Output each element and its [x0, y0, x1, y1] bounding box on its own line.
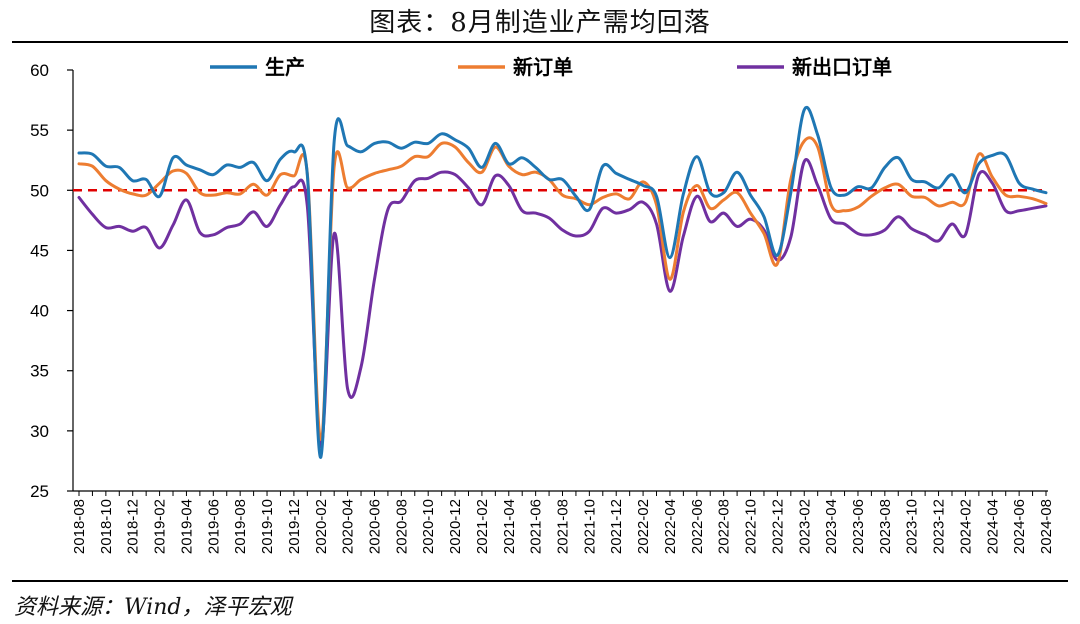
x-tick-label: 2021-08	[555, 499, 572, 554]
series-lines	[77, 105, 1048, 459]
x-tick-label: 2023-12	[931, 499, 948, 554]
x-tick-label: 2021-12	[608, 499, 625, 554]
x-tick-label: 2019-02	[152, 499, 169, 554]
x-tick-label: 2019-12	[286, 499, 303, 554]
y-axis: 25 30 35 40 45 50 55 60	[30, 61, 74, 501]
x-tick-label: 2020-10	[420, 499, 437, 554]
x-tick-label: 2022-04	[662, 499, 679, 554]
x-tick-label: 2019-08	[232, 499, 249, 554]
x-tick-label: 2018-10	[98, 499, 115, 554]
chart-title: 图表：8月制造业产需均回落	[369, 8, 711, 38]
x-tick-label: 2022-06	[689, 499, 706, 554]
y-tick-label: 40	[30, 302, 49, 321]
series-line-production	[77, 105, 1048, 459]
x-tick-label: 2018-08	[71, 499, 88, 554]
x-tick-label: 2021-10	[581, 499, 598, 554]
x-tick-label: 2019-04	[178, 499, 195, 554]
y-tick-label: 55	[30, 121, 49, 140]
y-tick-label: 45	[30, 241, 49, 260]
x-tick-label: 2023-10	[904, 499, 921, 554]
bottom-rule	[12, 580, 1068, 582]
x-tick-label: 2020-12	[447, 499, 464, 554]
legend-label-export-orders: 新出口订单	[792, 55, 892, 79]
x-tick-label: 2020-04	[340, 499, 357, 554]
series-line-export-orders	[77, 158, 1048, 449]
x-tick-label: 2022-08	[716, 499, 733, 554]
legend: 生产 新订单 新出口订单	[210, 55, 892, 79]
x-tick-label: 2018-12	[125, 499, 142, 554]
x-tick-label: 2024-06	[1011, 499, 1028, 554]
x-tick-label: 2019-10	[259, 499, 276, 554]
x-tick-label: 2021-02	[474, 499, 491, 554]
x-tick-label: 2022-02	[635, 499, 652, 554]
x-tick-label: 2023-06	[850, 499, 867, 554]
x-tick-label: 2024-02	[957, 499, 974, 554]
x-tick-label: 2021-06	[528, 499, 545, 554]
x-tick-label: 2020-02	[313, 499, 330, 554]
x-tick-label: 2019-06	[205, 499, 222, 554]
x-tick-label: 2024-08	[1038, 499, 1055, 554]
y-tick-label: 60	[30, 61, 49, 80]
y-tick-label: 35	[30, 362, 49, 381]
x-tick-label: 2020-08	[393, 499, 410, 554]
source-note: 资料来源：Wind，泽平宏观	[14, 595, 292, 620]
series-line-new-orders	[77, 136, 1048, 441]
y-tick-label: 25	[30, 482, 49, 501]
x-tick-label: 2023-08	[877, 499, 894, 554]
x-tick-label: 2023-04	[823, 499, 840, 554]
x-tick-label: 2020-06	[366, 499, 383, 554]
top-rule	[12, 41, 1068, 43]
legend-label-new-orders: 新订单	[513, 55, 573, 79]
legend-label-production: 生产	[265, 55, 305, 79]
y-tick-label: 30	[30, 422, 49, 441]
x-tick-label: 2023-02	[796, 499, 813, 554]
x-tick-label: 2021-04	[501, 499, 518, 554]
x-tick-label: 2022-10	[743, 499, 760, 554]
x-tick-label: 2022-12	[769, 499, 786, 554]
y-tick-label: 50	[30, 181, 49, 200]
x-axis: 2018-08 2018-10 2018-12 2019-02 2019-04 2019-…	[71, 490, 1055, 554]
x-tick-label: 2024-04	[984, 499, 1001, 554]
